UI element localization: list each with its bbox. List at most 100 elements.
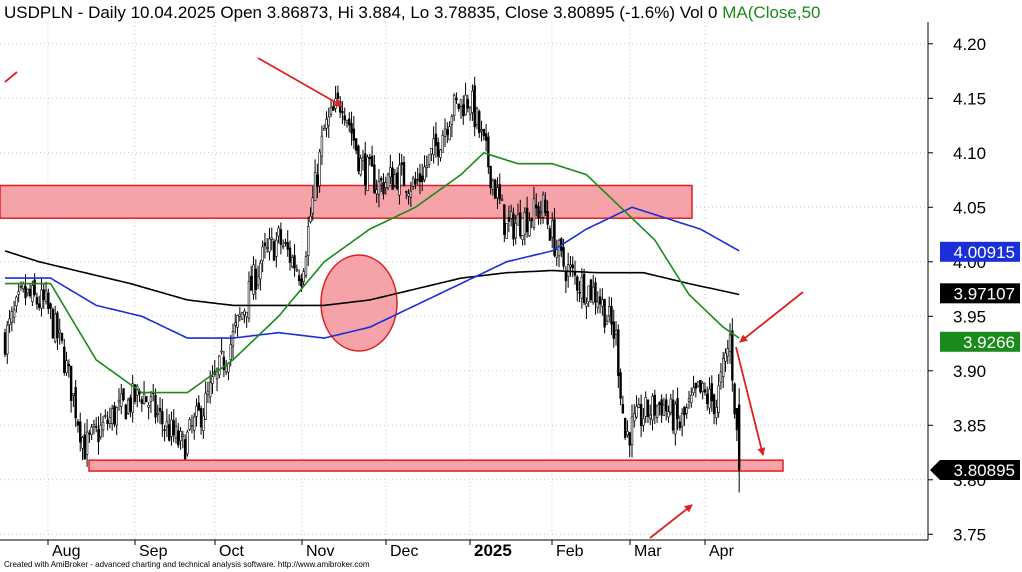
candle-body (106, 419, 109, 424)
y-tick-label: 4.15 (953, 89, 986, 108)
candle-body (275, 239, 278, 257)
candle-body (126, 399, 130, 414)
candle-body (539, 211, 543, 213)
candle-body (377, 180, 381, 195)
candle-body (133, 384, 137, 402)
candle-body (316, 174, 319, 187)
candle-body (548, 228, 552, 241)
candle-body (639, 403, 643, 427)
candle-body (163, 429, 166, 431)
candle-body (706, 393, 709, 405)
candle-body (735, 408, 739, 431)
candle-body (348, 118, 351, 126)
candle-body (450, 116, 454, 125)
candle-body (234, 322, 237, 326)
candle-body (446, 129, 449, 136)
candle-body (8, 318, 11, 325)
candle-body (261, 246, 264, 262)
candle-body (430, 148, 433, 155)
candle-body (471, 90, 474, 113)
candle-body (653, 394, 657, 416)
candle-body (167, 424, 171, 441)
candle-body (161, 411, 164, 425)
candle-body (523, 212, 527, 235)
candle-body (236, 315, 239, 328)
candle-body (721, 358, 725, 378)
candle-body (596, 301, 600, 309)
candle-body (459, 99, 463, 107)
y-tick-label: 4.20 (953, 35, 986, 54)
candle-body (265, 247, 269, 249)
candle-body (190, 425, 194, 427)
candle-body (462, 104, 465, 117)
candle-body (737, 404, 741, 471)
candle-body (85, 431, 89, 455)
x-tick-label: Mar (634, 543, 662, 560)
chart-title: USDPLN - Daily 10.04.2025 Open 3.86873, … (4, 3, 930, 23)
candle-body (690, 394, 693, 404)
candle-body (649, 414, 652, 419)
x-tick-label: Oct (219, 543, 244, 560)
candle-body (487, 136, 490, 168)
candle-body (104, 415, 107, 417)
candle-body (532, 198, 536, 228)
candle-body (662, 404, 666, 416)
candle-body (206, 391, 210, 395)
candle-body (188, 419, 191, 430)
candle-body (480, 129, 483, 132)
annotation-arrow (649, 504, 693, 539)
candle-body (398, 164, 401, 196)
candle-body (361, 157, 365, 162)
candle-body (416, 178, 419, 181)
candle-body (284, 242, 287, 244)
title-text: USDPLN - Daily 10.04.2025 Open 3.86873, … (4, 3, 718, 22)
candle-body (571, 264, 574, 269)
candle-body (332, 106, 335, 111)
candle-body (587, 285, 590, 302)
candle-body (56, 312, 59, 339)
annotation-arrow (4, 71, 18, 83)
candle-body (421, 175, 424, 183)
price-label-close: 3.80895 (954, 461, 1015, 480)
candle-body (655, 405, 659, 418)
candle-body (509, 211, 513, 219)
candle-body (370, 155, 374, 167)
candle-body (322, 128, 326, 131)
candle-body (562, 247, 565, 267)
annotation-arrow (257, 57, 343, 107)
candle-body (327, 116, 330, 126)
candle-body (466, 99, 470, 109)
candle-body (530, 218, 533, 222)
candle-body (623, 417, 627, 438)
candle-body (42, 289, 45, 301)
candle-body (129, 397, 132, 412)
y-tick-label: 4.10 (953, 144, 986, 163)
candle-body (158, 407, 162, 412)
candle-body (72, 393, 75, 396)
candle-body (464, 94, 467, 116)
candle-body (250, 275, 253, 291)
candle-body (120, 393, 123, 407)
candle-body (238, 313, 242, 317)
candle-body (352, 128, 356, 141)
candle-body (411, 177, 415, 187)
candle-body (503, 204, 506, 235)
candle-body (240, 312, 244, 320)
ma50-line (5, 151, 740, 394)
candle-body (83, 434, 87, 460)
candle-body (687, 398, 691, 402)
candle-body (229, 344, 232, 360)
candle-body (626, 431, 629, 436)
candle-body (505, 223, 508, 239)
candle-body (546, 211, 549, 225)
candle-body (473, 85, 476, 128)
candle-body (667, 411, 670, 418)
candle-body (79, 421, 82, 443)
candle-body (295, 269, 299, 272)
candle-body (694, 383, 698, 389)
candle-body (313, 172, 317, 201)
price-label-bg (930, 460, 1020, 481)
candle-body (199, 408, 203, 428)
candle-body (65, 360, 68, 374)
candle-body (92, 424, 96, 427)
